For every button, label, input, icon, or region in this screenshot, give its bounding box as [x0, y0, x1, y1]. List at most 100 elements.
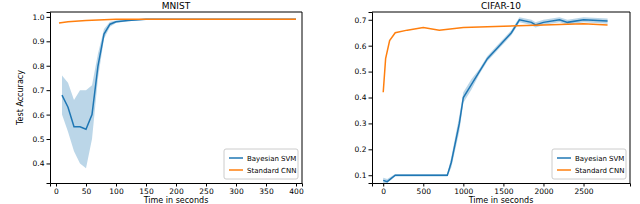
tick-label: 50	[82, 187, 92, 196]
legend: Bayesian SVM Standard CNN	[552, 149, 626, 179]
tick-label: 0.6	[33, 111, 45, 120]
tick-mark	[369, 175, 373, 176]
tick: 0.5	[33, 135, 50, 144]
tick-mark	[369, 72, 373, 73]
tick-label: 0.5	[355, 67, 367, 76]
tick-label: 0	[381, 187, 386, 196]
tick: 0.7	[355, 16, 372, 25]
axis-line	[47, 13, 51, 184]
tick-mark	[47, 115, 51, 116]
x-axis: 0 50 100 150 200 250 300 350 400	[51, 183, 304, 196]
tick: 50	[82, 183, 92, 196]
frame	[50, 12, 302, 13]
tick-label: 0.2	[355, 145, 367, 154]
tick: 300	[229, 183, 244, 196]
legend-label: Bayesian SVM	[575, 155, 624, 163]
tick-label: 1500	[494, 187, 513, 196]
y-axis-title: Test Accuracy	[16, 70, 25, 126]
tick: 0.6	[355, 42, 372, 51]
tick-mark	[369, 149, 373, 150]
tick-mark	[369, 46, 373, 47]
tick: 0	[54, 183, 59, 196]
tick-label: 2500	[574, 187, 593, 196]
tick-label: 300	[229, 187, 244, 196]
tick: 0.3	[355, 119, 372, 128]
tick-mark	[47, 66, 51, 67]
tick: 1500	[494, 183, 513, 196]
legend-label: Standard CNN	[575, 167, 624, 175]
tick: 0.1	[355, 171, 372, 180]
tick-mark	[47, 163, 51, 164]
tick-label: 0.6	[355, 42, 367, 51]
title: MNIST	[162, 1, 191, 11]
tick: 0.2	[355, 145, 372, 154]
tick: 250	[199, 183, 214, 196]
tick: 0	[381, 183, 386, 196]
y-axis: 0.1 0.2 0.3 0.4 0.5 0.6 0.7	[355, 13, 373, 184]
legend-frame	[224, 149, 298, 179]
tick: 2500	[574, 183, 593, 196]
tick-label: 0	[54, 187, 59, 196]
tick-label: 250	[199, 187, 214, 196]
frame	[372, 12, 630, 13]
tick-label: 2000	[534, 187, 553, 196]
tick-mark	[369, 123, 373, 124]
tick-label: 0.1	[355, 171, 367, 180]
series-line	[62, 19, 296, 129]
tick: 0.4	[355, 93, 372, 102]
tick: 0.9	[33, 37, 50, 46]
plot-area	[59, 19, 296, 169]
tick-label: 0.4	[355, 93, 367, 102]
tick-label: 100	[109, 187, 124, 196]
tick-label: 1000	[454, 187, 473, 196]
frame	[630, 12, 631, 183]
tick: 150	[139, 183, 154, 196]
tick-label: 0.7	[33, 86, 45, 95]
tick: 0.7	[33, 86, 50, 95]
tick-label: 0.5	[33, 135, 45, 144]
tick-label: 0.4	[33, 159, 45, 168]
tick-label: 0.8	[33, 62, 45, 71]
tick-label: 200	[169, 187, 184, 196]
tick: 2000	[534, 183, 553, 196]
figure: 0501001502002503003504000.40.50.60.70.80…	[0, 0, 640, 204]
tick-label: 0.9	[33, 37, 45, 46]
tick: 400	[289, 183, 304, 196]
tick: 200	[169, 183, 184, 196]
tick-mark	[369, 20, 373, 21]
tick: 350	[259, 183, 274, 196]
tick: 100	[109, 183, 124, 196]
legend-label: Standard CNN	[247, 167, 296, 175]
tick-label: 400	[289, 187, 304, 196]
legend-swatch	[229, 157, 243, 159]
tick-label: 150	[139, 187, 154, 196]
series-line	[383, 24, 607, 93]
x-axis-title: Time in seconds	[468, 196, 534, 204]
legend-label: Bayesian SVM	[247, 155, 296, 163]
x-axis-title: Time in seconds	[143, 196, 209, 204]
tick-label: 500	[417, 187, 432, 196]
tick: 0.4	[33, 159, 50, 168]
tick-label: 1.0	[33, 13, 45, 22]
legend-frame	[552, 149, 626, 179]
title: CIFAR-10	[481, 1, 521, 11]
tick: 0.8	[33, 62, 50, 71]
legend: Bayesian SVM Standard CNN	[224, 149, 298, 179]
tick-mark	[47, 139, 51, 140]
chart: 0501001502002503003504000.40.50.60.70.80…	[16, 1, 304, 204]
chart: 050010001500200025000.10.20.30.40.50.60.…	[355, 1, 631, 204]
tick: 1000	[454, 183, 473, 196]
x-axis: 0 500 1000 1500 2000 2500	[373, 183, 631, 196]
tick: 0.5	[355, 67, 372, 76]
tick-mark	[47, 17, 51, 18]
axis-line	[369, 13, 373, 184]
series-line	[59, 19, 296, 23]
tick: 1.0	[33, 13, 50, 22]
tick-label: 0.7	[355, 16, 367, 25]
frame	[302, 12, 303, 183]
y-axis: 0.4 0.5 0.6 0.7 0.8 0.9 1.0	[33, 13, 51, 184]
tick-mark	[47, 90, 51, 91]
tick: 0.6	[33, 111, 50, 120]
tick-mark	[369, 98, 373, 99]
legend-swatch	[229, 169, 243, 171]
